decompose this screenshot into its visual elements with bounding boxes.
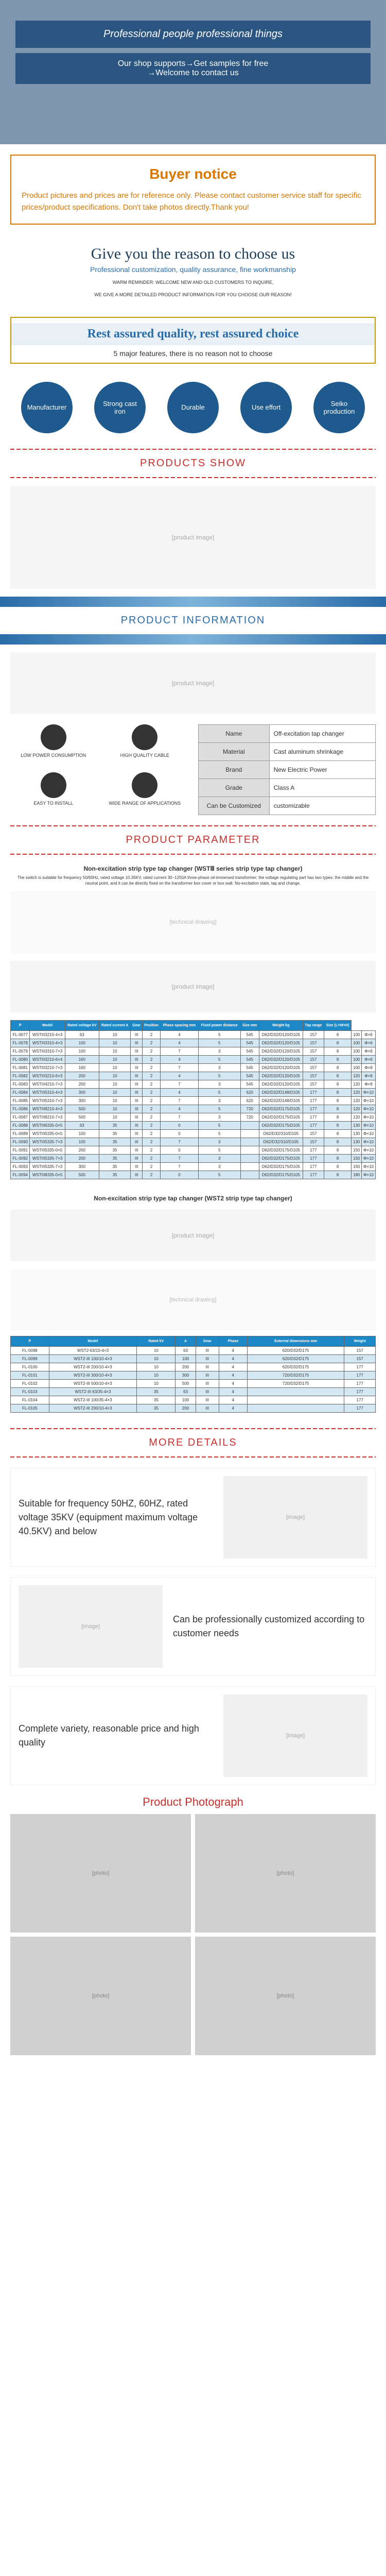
divider <box>10 854 376 855</box>
info-grid: LOW POWER CONSUMPTIONHIGH QUALITY CABLEE… <box>10 724 376 815</box>
table-row: FL-0089WSTIII5335-0×510035III205D62/D32/… <box>11 1130 376 1138</box>
reason-small-1: WARM REMINDER: WELCOME NEW AND OLD CUSTO… <box>0 279 386 286</box>
feature-circle: Manufacturer <box>21 382 73 433</box>
table-row: FL-0094WSTIII8335-0×550035III205D62/D32/… <box>11 1171 376 1179</box>
param1-title: Non-excitation strip type tap changer (W… <box>10 865 376 872</box>
table-row: FL-0077WSTIII3210-4×36310III245545D62/D3… <box>11 1031 376 1039</box>
divider <box>10 449 376 450</box>
detail-image <box>19 1585 163 1668</box>
param1-desc: The switch is suitable for frequency 50/… <box>15 875 371 886</box>
detail-image <box>223 1476 367 1558</box>
product-info-image <box>10 652 376 714</box>
table-row: FL-0090WSTIII5335-7×310035III273D62/D32/… <box>11 1138 376 1146</box>
info-icon: HIGH QUALITY CABLE <box>102 724 188 767</box>
feature-circle: Durable <box>167 382 219 433</box>
param2-samples <box>10 1210 376 1261</box>
table-row: FL-0079WSTIII3310-7×310010III273545D62/D… <box>11 1047 376 1056</box>
assured-box: Rest assured quality, rest assured choic… <box>10 317 376 364</box>
assured-subtitle: 5 major features, there is no reason not… <box>11 349 375 358</box>
reason-title: Give you the reason to choose us <box>0 245 386 263</box>
table-row: FL-0099WST2-III 100/10-4×310100III4620/D… <box>11 1355 376 1363</box>
detail-text: Complete variety, reasonable price and h… <box>19 1722 213 1750</box>
detail-text: Suitable for frequency 50HZ, 60HZ, rated… <box>19 1497 213 1538</box>
reason-small-2: WE GIVE A MORE DETAILED PRODUCT INFORMAT… <box>0 291 386 298</box>
product-show-image <box>10 486 376 589</box>
product-photo-title: Product Photograph <box>0 1795 386 1809</box>
table-row: FL-0105WST2-III 200/10-4×335200III4177 <box>11 1404 376 1413</box>
table-row: FL-0086WSTIII8210-4×350010III245720D62/D… <box>11 1105 376 1113</box>
divider <box>10 825 376 826</box>
hero-subtitle: Our shop supports→Get samples for free →… <box>15 53 371 84</box>
table-row: FL-0078WSTIII3310-4×310010III245545D62/D… <box>11 1039 376 1047</box>
divider <box>10 1428 376 1429</box>
tech-drawing-1 <box>10 891 376 953</box>
table-row: FL-0083WSTIII4210-7×320010III273545D62/D… <box>11 1080 376 1089</box>
product-param-title: PRODUCT PARAMETER <box>0 834 386 846</box>
info-icon: EASY TO INSTALL <box>10 772 97 815</box>
detail-block: Suitable for frequency 50HZ, 60HZ, rated… <box>10 1468 376 1567</box>
feature-circles: Manufacturer Strong cast iron Durable Use e… <box>0 371 386 444</box>
product-info-title: PRODUCT INFORMATION <box>0 615 386 626</box>
table-row: FL-0093WSTIII5335-7×330035III273D62/D32/… <box>11 1163 376 1171</box>
param2-title: Non-excitation strip type tap changer (W… <box>10 1195 376 1202</box>
reason-subtitle: Professional customization, quality assu… <box>0 265 386 274</box>
buyer-notice-body: Product pictures and prices are for refe… <box>22 190 364 213</box>
divider <box>10 477 376 478</box>
info-icon: LOW POWER CONSUMPTION <box>10 724 97 767</box>
product-photo <box>10 1814 191 1933</box>
detail-block: Can be professionally customized accordi… <box>10 1577 376 1676</box>
table-row: FL-0101WST2-III 300/10-4×310300III4720/D… <box>11 1371 376 1380</box>
table-row: FL-0098WST2-63/10-4×31063III4620/D32/D17… <box>11 1347 376 1355</box>
product-photo <box>195 1937 376 2055</box>
info-icons: LOW POWER CONSUMPTIONHIGH QUALITY CABLEE… <box>10 724 188 815</box>
param-table-2: PModelRated kVAGearPhaseExternal dimensi… <box>10 1336 376 1413</box>
table-row: FL-0082WSTIII3210-6×320010III245545D62/D… <box>11 1072 376 1080</box>
info-icon: WIDE RANGE OF APPLICATIONS <box>102 772 188 815</box>
table-row: FL-0087WSTIII8210-7×350010III273720D62/D… <box>11 1113 376 1122</box>
detail-block: Complete variety, reasonable price and h… <box>10 1686 376 1785</box>
table-row: FL-0092WSTIII5335-7×320035III273D62/D32/… <box>11 1155 376 1163</box>
assured-title: Rest assured quality, rest assured choic… <box>11 323 375 345</box>
table-row: FL-0088WSTIII6335-0×56335III205D62/D32/D… <box>11 1122 376 1130</box>
buyer-notice: Buyer notice Product pictures and prices… <box>10 155 376 225</box>
info-table: NameOff-excitation tap changerMaterialCa… <box>198 724 376 815</box>
table-row: FL-0080WSTIII3210-6×416010III245545D62/D… <box>11 1056 376 1064</box>
product-photo <box>195 1814 376 1933</box>
hero-section: Professional people professional things … <box>0 0 386 144</box>
tech-drawing-2 <box>10 1269 376 1331</box>
feature-circle: Strong cast iron <box>94 382 146 433</box>
product-photo <box>10 1937 191 2055</box>
param1-samples <box>10 961 376 1012</box>
divider <box>10 1456 376 1458</box>
detail-image <box>223 1694 367 1777</box>
table-row: FL-0104WST2-III 100/35-4×335100III4177 <box>11 1396 376 1404</box>
table-row: FL-0084WSTIII5310-4×330010III245620D62/D… <box>11 1089 376 1097</box>
table-row: FL-0100WST2-III 200/10-4×310200III4620/D… <box>11 1363 376 1371</box>
gradient-strip <box>0 634 386 645</box>
more-details-title: MORE DETAILS <box>0 1437 386 1449</box>
buyer-notice-title: Buyer notice <box>22 166 364 182</box>
photo-grid <box>10 1814 376 2055</box>
feature-circle: Use effort <box>240 382 292 433</box>
products-show-title: PRODUCTS SHOW <box>0 457 386 469</box>
table-row: FL-0085WSTIII5310-7×330010III273620D62/D… <box>11 1097 376 1105</box>
hero-banner: Professional people professional things <box>15 21 371 48</box>
table-row: FL-0103WST2-III 63/35-4×33563III4177 <box>11 1388 376 1396</box>
feature-circle: Seiko production <box>313 382 365 433</box>
reason-section: Give you the reason to choose us Profess… <box>0 235 386 309</box>
table-row: FL-0091WSTIII5335-0×520035III205D62/D32/… <box>11 1146 376 1155</box>
detail-text: Can be professionally customized accordi… <box>173 1613 367 1640</box>
gradient-strip <box>0 597 386 607</box>
table-row: FL-0081WSTIII3210-7×316010III273545D62/D… <box>11 1064 376 1072</box>
param-table-1: PModelRated voltage kVRated current AGea… <box>10 1020 376 1179</box>
table-row: FL-0102WST2-III 500/10-4×310500III4720/D… <box>11 1380 376 1388</box>
